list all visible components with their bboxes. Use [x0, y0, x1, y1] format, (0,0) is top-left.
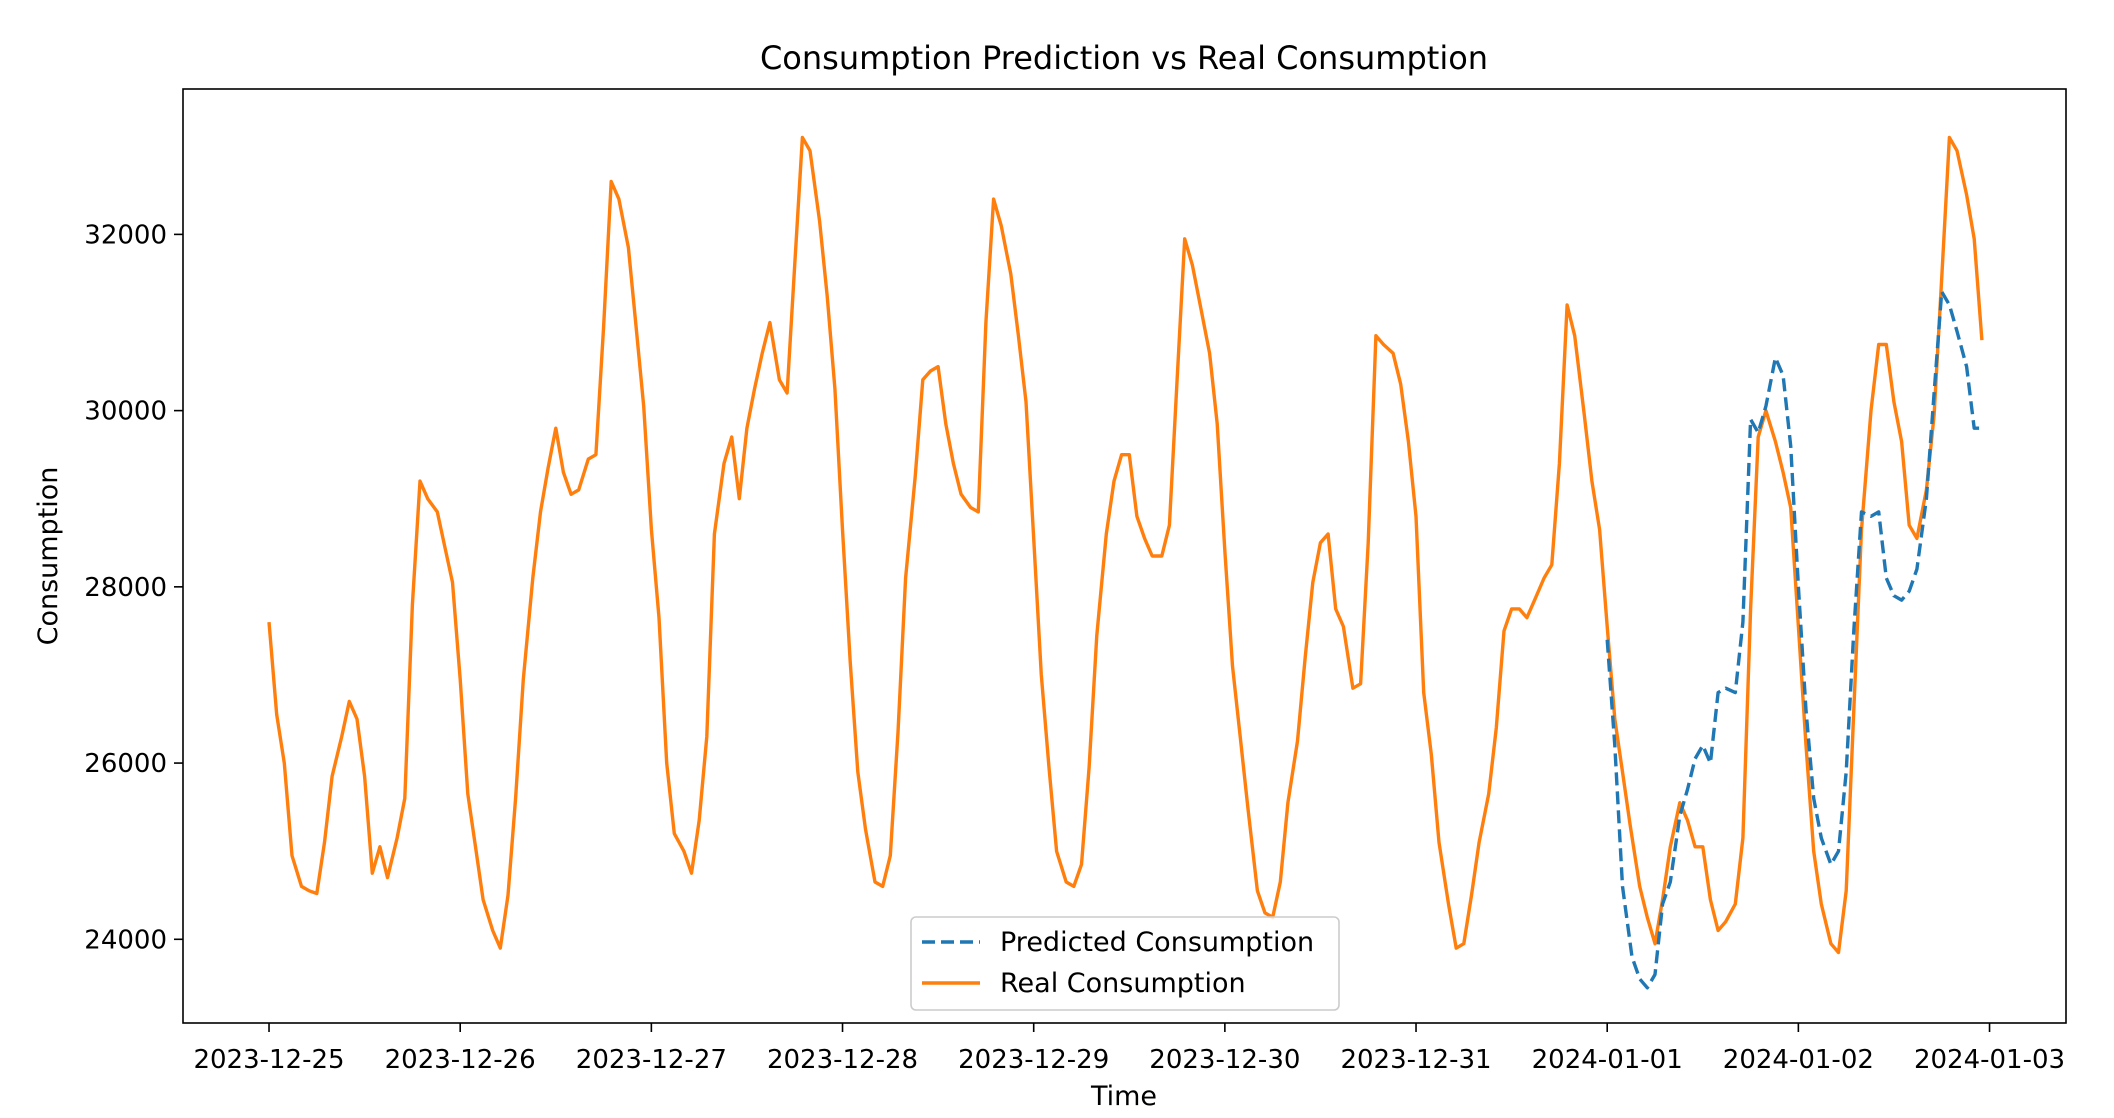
x-tick-label: 2024-01-02: [1723, 1045, 1874, 1075]
x-tick-label: 2023-12-28: [767, 1045, 918, 1075]
legend-box: [910, 916, 1340, 1011]
y-tick-label: 26000: [84, 749, 167, 779]
x-tick-label: 2023-12-30: [1149, 1045, 1300, 1075]
x-axis: 2023-12-25 2023-12-26 2023-12-27 2023-12-28…: [193, 1023, 2065, 1075]
y-axis-label: Consumption: [33, 467, 64, 646]
x-tick-label: 2023-12-29: [958, 1045, 1109, 1075]
series-layer: [267, 135, 1984, 990]
x-axis-label: Time: [1090, 1081, 1157, 1112]
y-tick-label: 30000: [84, 397, 167, 427]
y-tick-label: 32000: [84, 220, 167, 250]
series-line-predicted: [1605, 290, 1982, 990]
plot-area: [267, 135, 1984, 990]
x-tick-label: 2023-12-26: [385, 1045, 536, 1075]
plot-frame: [182, 88, 2067, 1024]
chart-title: Consumption Prediction vs Real Consumpti…: [760, 39, 1488, 77]
y-tick-label: 24000: [84, 925, 167, 955]
axes-layer: 2023-12-25 2023-12-26 2023-12-27 2023-12-28…: [84, 88, 2067, 1075]
x-tick-label: 2024-01-01: [1532, 1045, 1683, 1075]
x-tick-label: 2024-01-03: [1914, 1045, 2065, 1075]
y-axis: 24000 26000 28000 30000 32000: [84, 220, 183, 955]
y-tick-label: 28000: [84, 573, 167, 603]
legend-label-real: Real Consumption: [1000, 968, 1246, 999]
legend-label-predicted: Predicted Consumption: [1000, 927, 1314, 958]
legend: Predicted Consumption Real Consumption: [910, 916, 1340, 1011]
series-line-real: [267, 135, 1984, 955]
x-tick-label: 2023-12-31: [1340, 1045, 1491, 1075]
x-tick-label: 2023-12-27: [576, 1045, 727, 1075]
x-tick-label: 2023-12-25: [193, 1045, 344, 1075]
